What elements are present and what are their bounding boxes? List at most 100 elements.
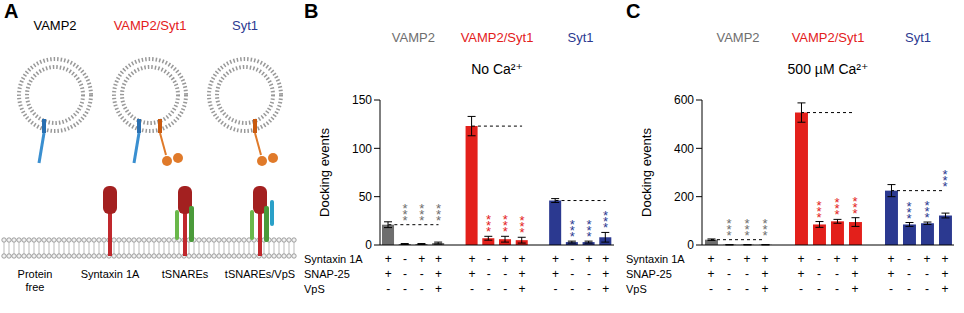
svg-text:150: 150 <box>352 93 372 107</box>
svg-text:-: - <box>570 282 574 296</box>
svg-text:+: + <box>851 252 858 266</box>
svg-text:*: * <box>924 198 929 213</box>
svg-text:-: - <box>570 267 574 281</box>
svg-text:-: - <box>925 282 929 296</box>
svg-text:-: - <box>587 282 591 296</box>
svg-text:-: - <box>799 282 803 296</box>
svg-text:+: + <box>923 252 930 266</box>
svg-text:+: + <box>435 252 442 266</box>
svg-text:*: * <box>726 216 731 231</box>
svg-text:A: A <box>4 0 18 22</box>
svg-text:+: + <box>435 282 442 296</box>
svg-text:*: * <box>586 217 591 232</box>
svg-text:-: - <box>420 267 424 281</box>
svg-text:+: + <box>851 267 858 281</box>
svg-text:+: + <box>743 252 750 266</box>
svg-text:VAMP2: VAMP2 <box>33 18 76 33</box>
svg-text:VAMP2: VAMP2 <box>716 30 759 45</box>
svg-text:-: - <box>889 282 893 296</box>
svg-text:+: + <box>502 252 509 266</box>
svg-text:*: * <box>942 167 947 182</box>
svg-text:-: - <box>470 282 474 296</box>
svg-text:*: * <box>603 208 608 223</box>
svg-text:-: - <box>403 252 407 266</box>
svg-text:100: 100 <box>352 142 372 156</box>
svg-text:tSNAREs: tSNAREs <box>162 268 209 280</box>
svg-text:SNAP-25: SNAP-25 <box>626 268 672 280</box>
svg-text:+: + <box>761 267 768 281</box>
svg-text:+: + <box>797 267 804 281</box>
svg-text:-: - <box>403 282 407 296</box>
svg-text:tSNAREs/VpS: tSNAREs/VpS <box>225 268 295 280</box>
svg-text:*: * <box>486 212 491 227</box>
svg-text:+: + <box>468 252 475 266</box>
svg-text:50: 50 <box>359 190 373 204</box>
svg-text:Syntaxin 1A: Syntaxin 1A <box>626 253 685 265</box>
svg-text:VAMP2/Syt1: VAMP2/Syt1 <box>792 30 865 45</box>
svg-text:+: + <box>941 252 948 266</box>
svg-text:*: * <box>834 195 839 210</box>
svg-text:Syt1: Syt1 <box>905 30 931 45</box>
svg-text:VAMP2/Syt1: VAMP2/Syt1 <box>461 30 534 45</box>
svg-text:-: - <box>907 282 911 296</box>
svg-text:*: * <box>520 213 525 228</box>
svg-text:+: + <box>552 252 559 266</box>
svg-text:*: * <box>816 198 821 213</box>
svg-text:-: - <box>587 267 591 281</box>
svg-text:-: - <box>420 282 424 296</box>
svg-text:*: * <box>419 201 424 216</box>
svg-text:+: + <box>797 252 804 266</box>
svg-text:0: 0 <box>365 238 372 252</box>
svg-text:+: + <box>468 267 475 281</box>
svg-text:Syntaxin 1A: Syntaxin 1A <box>81 268 140 280</box>
svg-text:+: + <box>887 267 894 281</box>
svg-text:-: - <box>487 267 491 281</box>
svg-text:+: + <box>941 267 948 281</box>
svg-text:*: * <box>570 217 575 232</box>
svg-text:+: + <box>851 282 858 296</box>
svg-text:+: + <box>435 267 442 281</box>
svg-text:SNAP-25: SNAP-25 <box>304 268 350 280</box>
svg-text:-: - <box>925 267 929 281</box>
svg-text:-: - <box>835 267 839 281</box>
svg-text:Syntaxin 1A: Syntaxin 1A <box>304 253 363 265</box>
svg-text:+: + <box>887 252 894 266</box>
svg-text:0: 0 <box>687 238 694 252</box>
svg-text:+: + <box>761 252 768 266</box>
svg-text:Syt1: Syt1 <box>232 18 258 33</box>
svg-text:+: + <box>602 282 609 296</box>
svg-text:-: - <box>907 252 911 266</box>
svg-text:+: + <box>519 282 526 296</box>
svg-text:+: + <box>519 252 526 266</box>
svg-text:-: - <box>487 252 491 266</box>
svg-text:-: - <box>745 282 749 296</box>
svg-text:C: C <box>626 0 640 22</box>
svg-text:+: + <box>761 282 768 296</box>
svg-text:600: 600 <box>674 93 694 107</box>
svg-text:+: + <box>833 252 840 266</box>
svg-text:-: - <box>727 282 731 296</box>
svg-text:+: + <box>385 267 392 281</box>
svg-text:*: * <box>436 201 441 216</box>
svg-text:VpS: VpS <box>304 283 325 295</box>
svg-text:+: + <box>602 267 609 281</box>
svg-text:*: * <box>852 194 857 209</box>
svg-text:+: + <box>707 252 714 266</box>
svg-text:+: + <box>385 252 392 266</box>
svg-text:-: - <box>907 267 911 281</box>
svg-text:-: - <box>727 252 731 266</box>
svg-text:+: + <box>519 267 526 281</box>
svg-text:500 µM Ca²⁺: 500 µM Ca²⁺ <box>788 61 869 77</box>
svg-text:-: - <box>709 282 713 296</box>
svg-text:VpS: VpS <box>626 283 647 295</box>
svg-text:*: * <box>403 201 408 216</box>
svg-text:B: B <box>304 0 318 22</box>
svg-text:+: + <box>418 252 425 266</box>
svg-text:*: * <box>906 199 911 214</box>
svg-text:+: + <box>552 267 559 281</box>
svg-text:VAMP2: VAMP2 <box>392 30 435 45</box>
svg-text:-: - <box>403 267 407 281</box>
svg-text:*: * <box>762 216 767 231</box>
svg-text:-: - <box>835 282 839 296</box>
svg-text:-: - <box>503 282 507 296</box>
